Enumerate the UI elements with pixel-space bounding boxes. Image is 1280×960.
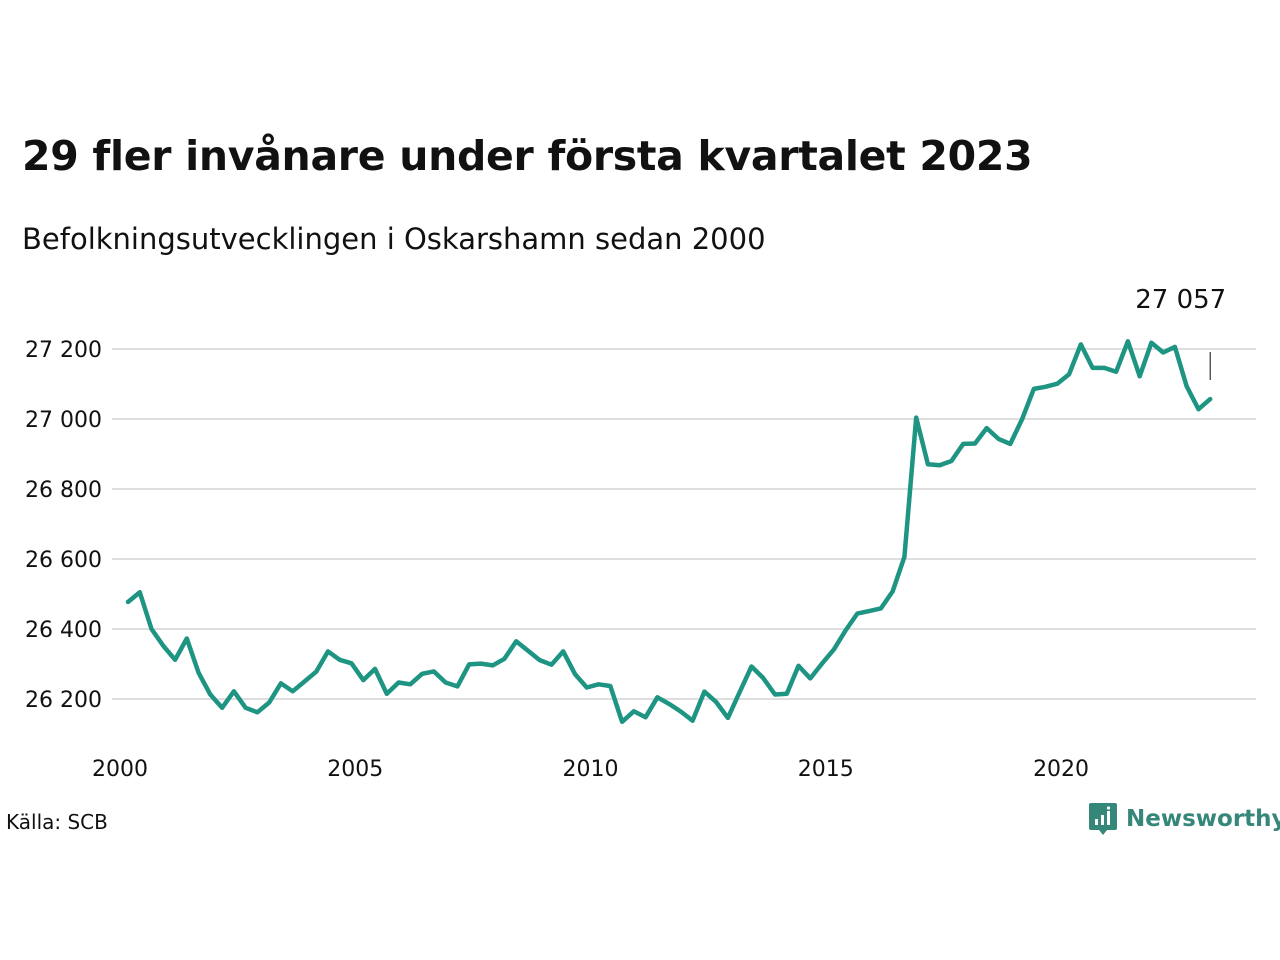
series-line-layer: [125, 339, 1213, 725]
y-tick-label: 26 400: [25, 618, 102, 643]
y-tick-label: 26 600: [25, 548, 102, 573]
source-note: Källa: SCB: [6, 810, 108, 834]
x-tick-label: 2015: [798, 757, 854, 782]
brand-logo[interactable]: Newsworthy: [1088, 802, 1280, 836]
y-axis-ticks: 26 200 26 400 26 600 26 800 27 000 27 200: [25, 338, 102, 713]
y-tick-label: 26 800: [25, 478, 102, 503]
y-tick-label: 26 200: [25, 688, 102, 713]
x-tick-label: 2005: [327, 757, 383, 782]
annotation-label: 27 057: [1135, 285, 1226, 315]
x-tick-label: 2010: [563, 757, 619, 782]
chart-subtitle: Befolkningsutvecklingen i Oskarshamn sed…: [22, 222, 766, 256]
y-tick-label: 27 200: [25, 338, 102, 363]
newsworthy-logo-icon: [1089, 803, 1117, 835]
brand-name: Newsworthy: [1126, 806, 1280, 832]
x-tick-label: 2020: [1033, 757, 1089, 782]
y-tick-label: 27 000: [25, 408, 102, 433]
annotation-layer: 27 057: [1135, 285, 1226, 380]
chart-title: 29 fler invånare under första kvartalet …: [22, 132, 1033, 180]
series-line: [125, 339, 1213, 725]
gridlines: [112, 348, 1256, 700]
x-axis-ticks: 2000 2005 2010 2015 2020: [92, 757, 1089, 782]
x-tick-label: 2000: [92, 757, 148, 782]
